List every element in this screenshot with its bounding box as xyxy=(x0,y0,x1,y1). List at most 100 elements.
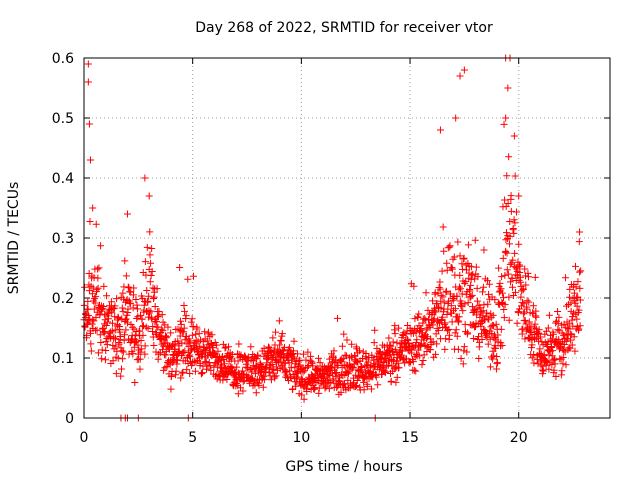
data-point xyxy=(481,326,489,334)
data-point xyxy=(445,331,453,339)
data-point xyxy=(513,208,521,216)
data-point xyxy=(98,305,106,313)
data-point xyxy=(549,347,557,355)
data-point xyxy=(145,309,153,317)
data-point xyxy=(448,264,456,272)
data-point xyxy=(314,354,322,362)
data-point xyxy=(131,378,139,386)
data-point xyxy=(109,357,117,365)
data-point xyxy=(147,259,155,267)
data-point xyxy=(176,317,184,325)
data-point xyxy=(442,288,450,296)
data-point xyxy=(458,260,466,268)
data-point xyxy=(545,311,553,319)
data-point xyxy=(494,359,502,367)
data-point xyxy=(182,312,190,320)
data-point xyxy=(531,273,539,281)
data-point xyxy=(144,325,152,333)
y-tick-label: 0.6 xyxy=(52,51,74,67)
data-point xyxy=(355,347,363,355)
data-point xyxy=(395,324,403,332)
data-point xyxy=(430,315,438,323)
data-point xyxy=(484,340,492,348)
data-point xyxy=(98,355,106,363)
data-point xyxy=(478,335,486,343)
data-point xyxy=(239,378,247,386)
data-point xyxy=(109,341,117,349)
data-point xyxy=(123,319,131,327)
data-point xyxy=(363,382,371,390)
data-point xyxy=(525,298,533,306)
data-point xyxy=(333,314,341,322)
data-point xyxy=(522,281,530,289)
data-point xyxy=(505,293,513,301)
data-point xyxy=(148,267,156,275)
data-point xyxy=(117,372,125,380)
data-point xyxy=(529,309,537,317)
data-point xyxy=(393,373,401,381)
data-point xyxy=(497,325,505,333)
data-point xyxy=(435,284,443,292)
data-point xyxy=(524,269,532,277)
data-point xyxy=(290,337,298,345)
data-point xyxy=(504,84,512,92)
data-point xyxy=(501,196,509,204)
data-point xyxy=(150,341,158,349)
data-point xyxy=(276,341,284,349)
data-point xyxy=(108,327,116,335)
data-point xyxy=(509,256,517,264)
data-point xyxy=(560,346,568,354)
data-point xyxy=(565,325,573,333)
data-point xyxy=(343,368,351,376)
data-point xyxy=(183,366,191,374)
data-point xyxy=(87,347,95,355)
data-point xyxy=(463,348,471,356)
data-point xyxy=(119,308,127,316)
data-point xyxy=(129,304,137,312)
data-point xyxy=(311,384,319,392)
data-point xyxy=(218,354,226,362)
data-point xyxy=(516,269,524,277)
data-point xyxy=(426,346,434,354)
data-point xyxy=(417,341,425,349)
x-tick-label: 10 xyxy=(292,430,310,446)
data-point xyxy=(232,368,240,376)
data-point xyxy=(360,386,368,394)
y-tick-label: 0.5 xyxy=(52,111,74,127)
data-point xyxy=(569,322,577,330)
data-point xyxy=(573,315,581,323)
data-point xyxy=(275,317,283,325)
data-point xyxy=(322,383,330,391)
data-point xyxy=(103,292,111,300)
data-point xyxy=(486,363,494,371)
data-point xyxy=(444,327,452,335)
data-point xyxy=(479,307,487,315)
data-point xyxy=(510,229,518,237)
data-point xyxy=(133,301,141,309)
data-point xyxy=(443,259,451,267)
data-point xyxy=(181,336,189,344)
data-point xyxy=(154,355,162,363)
data-point xyxy=(498,289,506,297)
data-point xyxy=(530,359,538,367)
data-point xyxy=(445,297,453,305)
data-point xyxy=(153,285,161,293)
data-point xyxy=(122,272,130,280)
data-point xyxy=(103,341,111,349)
data-point xyxy=(374,381,382,389)
data-point xyxy=(116,332,124,340)
data-point xyxy=(514,309,522,317)
data-point xyxy=(508,274,516,282)
data-point xyxy=(221,344,229,352)
data-point xyxy=(460,66,468,74)
data-point xyxy=(506,218,514,226)
data-point xyxy=(172,371,180,379)
data-point xyxy=(143,286,151,294)
data-point xyxy=(169,341,177,349)
data-point xyxy=(433,340,441,348)
data-point xyxy=(536,333,544,341)
data-point xyxy=(505,240,513,248)
data-point xyxy=(100,303,108,311)
data-point xyxy=(159,327,167,335)
data-point xyxy=(147,271,155,279)
